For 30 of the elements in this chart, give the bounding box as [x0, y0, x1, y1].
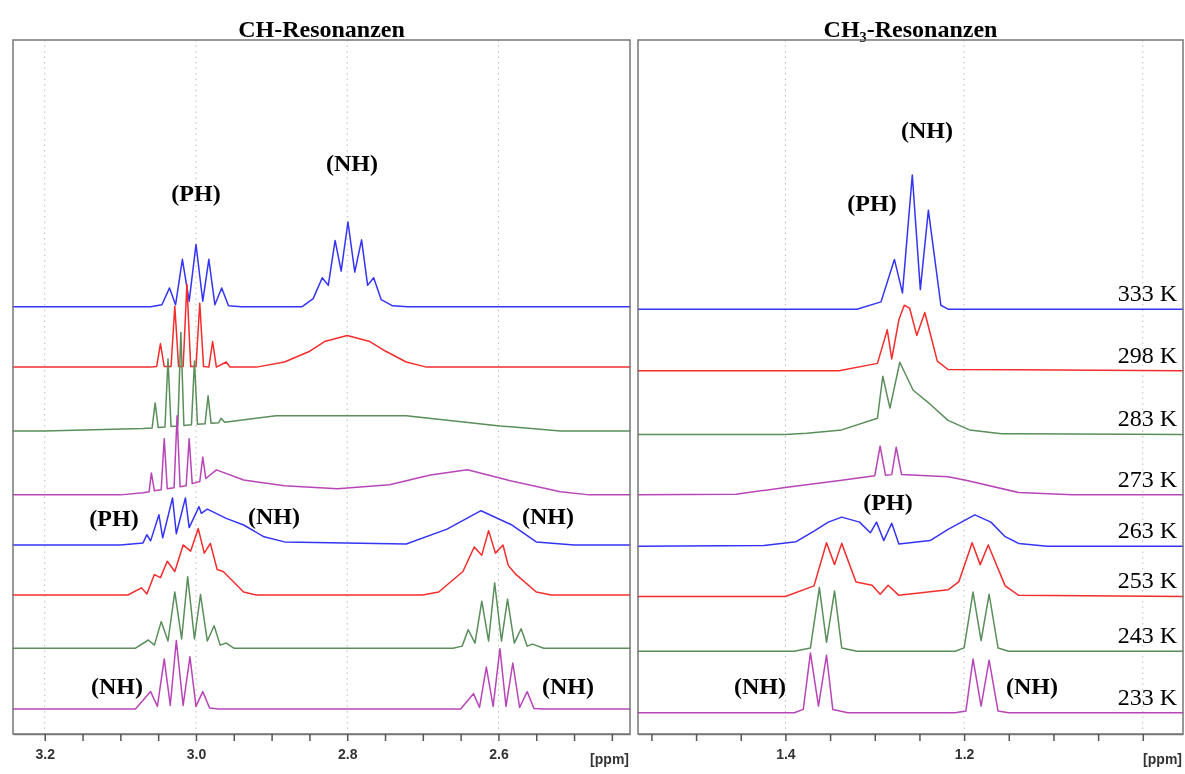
annotation: (NH) — [91, 673, 143, 699]
series-label: 298 K — [1117, 341, 1178, 368]
chart-title: CH₃-Resonanzen — [823, 16, 998, 42]
annotation: (NH) — [734, 673, 786, 699]
x-tick-label: 3.2 — [35, 745, 56, 762]
annotation: (NH) — [542, 673, 594, 699]
series-label: 253 K — [1117, 567, 1178, 594]
text: (PH) — [171, 180, 221, 206]
x-axis-title: [ppm] — [1143, 751, 1182, 767]
series-label: 273 K — [1117, 465, 1178, 492]
chart-title: CH-Resonanzen — [238, 16, 405, 42]
text: (NH) — [901, 117, 953, 143]
annotation: (NH) — [1006, 673, 1058, 699]
x-tick-label: 1.2 — [954, 745, 975, 762]
x-axis-title: [ppm] — [590, 751, 629, 767]
text: (NH) — [326, 150, 378, 176]
series-label: 233 K — [1117, 683, 1178, 710]
x-tick-label: 2.6 — [489, 745, 509, 762]
x-tick-label: 1.4 — [776, 745, 796, 762]
annotation: (NH) — [248, 503, 300, 529]
series-label: 333 K — [1117, 280, 1178, 307]
annotation: (PH) — [89, 505, 139, 531]
series-label: 263 K — [1117, 517, 1178, 544]
x-tick-label: 3.0 — [186, 745, 207, 762]
annotation: (PH) — [863, 489, 913, 515]
annotation: (PH) — [847, 190, 897, 216]
x-tick-label: 2.8 — [337, 745, 358, 762]
annotation: (NH) — [522, 503, 574, 529]
series-label: 243 K — [1117, 622, 1178, 649]
series-label: 283 K — [1117, 405, 1178, 432]
